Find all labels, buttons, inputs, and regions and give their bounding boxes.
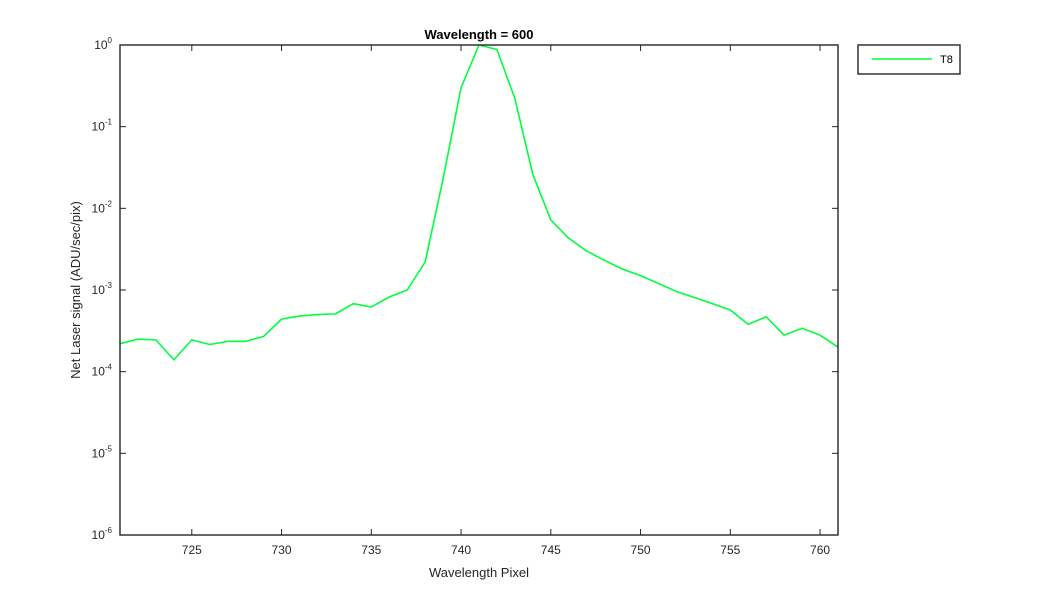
x-tick-label: 725 [182,543,202,557]
y-tick-mantissa: 10 [92,283,106,297]
y-tick-label: 10-3 [92,281,113,297]
x-tick-label: 760 [810,543,830,557]
y-tick-mantissa: 10 [92,201,106,215]
y-tick-label: 10-6 [92,526,113,542]
plot-area-frame [119,44,839,536]
y-tick-mantissa: 10 [94,38,108,52]
chart-title: Wavelength = 600 [425,27,534,42]
x-tick-label: 750 [631,543,651,557]
x-tick-label: 740 [451,543,471,557]
y-tick-mantissa: 10 [92,446,106,460]
y-tick-exponent: -1 [105,118,113,127]
y-tick-mantissa: 10 [92,528,106,542]
y-tick-mantissa: 10 [92,365,106,379]
y-tick-label: 10-5 [92,444,113,460]
y-tick-label: 10-1 [92,118,113,134]
y-tick-label: 10-2 [92,199,113,215]
x-axis-ticks: 725 730 735 740 745 750 755 760 [182,45,830,557]
x-tick-label: 745 [541,543,561,557]
x-axis-label: Wavelength Pixel [429,565,529,580]
legend[interactable]: T8 [857,44,961,75]
y-tick-mantissa: 10 [92,120,106,134]
y-tick-exponent: -4 [105,363,113,372]
x-tick-label: 730 [272,543,292,557]
y-tick-exponent: 0 [108,36,113,45]
y-tick-exponent: -3 [105,281,113,290]
y-tick-label: 100 [94,36,112,52]
legend-label-t8: T8 [940,54,953,66]
y-tick-exponent: -5 [105,444,113,453]
y-tick-exponent: -6 [105,526,113,535]
x-tick-label: 755 [720,543,740,557]
y-axis-label: Net Laser signal (ADU/sec/pix) [68,201,83,379]
y-tick-exponent: -2 [105,199,113,208]
plot-area-background [120,45,838,535]
x-tick-label: 735 [361,543,381,557]
y-tick-label: 10-4 [92,363,113,379]
